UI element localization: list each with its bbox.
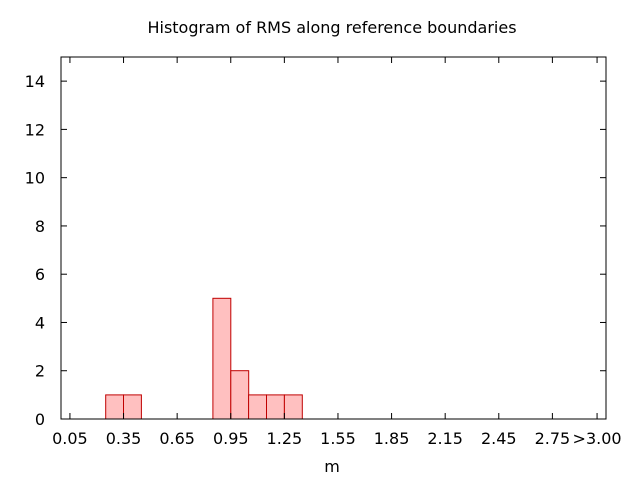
x-tick-label: 1.85 — [374, 429, 410, 448]
x-tick-label: 2.15 — [427, 429, 463, 448]
y-tick-label: 0 — [35, 410, 45, 429]
x-tick-label: 0.05 — [52, 429, 88, 448]
histogram-bar — [230, 370, 250, 420]
y-tick-label: 8 — [35, 217, 45, 236]
ticks-group: 0 2 4 6 8 10 12 14 0.05 0.35 0.65 0.95 1.25 1.55 1.85 2… — [25, 57, 622, 448]
histogram-bar — [283, 394, 303, 420]
y-tick-label: 10 — [25, 169, 45, 188]
plot-frame — [60, 56, 607, 420]
histogram-bar — [123, 394, 142, 420]
bars-group — [105, 297, 303, 420]
y-tick-label: 14 — [25, 72, 45, 91]
y-tick-label: 2 — [35, 362, 45, 381]
y-tick-label: 4 — [35, 313, 45, 332]
y-tick-label: 6 — [35, 265, 45, 284]
histogram-bar — [266, 394, 285, 420]
x-tick-label: 0.95 — [213, 429, 249, 448]
x-tick-label: 0.35 — [106, 429, 142, 448]
x-tick-label: 0.65 — [159, 429, 195, 448]
x-tick-label: 2.75 — [535, 429, 571, 448]
chart-title: Histogram of RMS along reference boundar… — [147, 18, 516, 37]
histogram-bar — [105, 394, 125, 420]
histogram-bar — [212, 297, 232, 420]
x-tick-label: 1.55 — [320, 429, 356, 448]
y-tick-label: 12 — [25, 120, 45, 139]
x-tick-label: >3.00 — [573, 429, 622, 448]
histogram-bar — [248, 394, 268, 420]
x-axis-label: m — [324, 457, 340, 476]
x-tick-label: 1.25 — [267, 429, 303, 448]
x-tick-label: 2.45 — [481, 429, 517, 448]
